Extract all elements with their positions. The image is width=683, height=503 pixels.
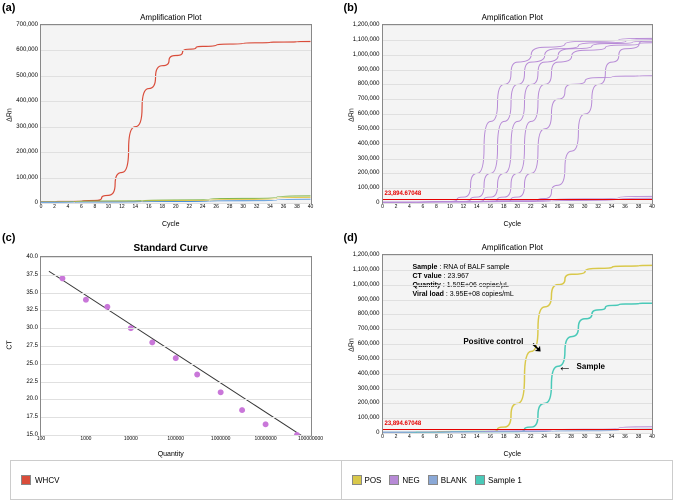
legend-d: POS NEG BLANK Sample 1 (342, 461, 673, 499)
chart-b-title: Amplification Plot (352, 13, 674, 22)
panel-d: (d) Amplification Plot ΔRn Sample : RNA … (342, 230, 683, 460)
arrow-icon: ➘ (531, 339, 543, 356)
info-ct-v: 23.967 (448, 273, 469, 280)
annotation-sample: Sample (577, 362, 605, 371)
panel-c: (c) Standard Curve CT 15.017.520.022.525… (0, 230, 342, 460)
info-qty-k: Quantity (413, 282, 441, 289)
panel-d-label: (d) (344, 232, 358, 244)
chart-d-xlabel: Cycle (503, 451, 521, 458)
info-load-v: 3.95E+08 copies/mL (450, 291, 514, 298)
chart-b-box: 0100,000200,000300,000400,000500,000600,… (382, 24, 654, 204)
chart-a-box: 0100,000200,000300,000400,000500,000600,… (40, 24, 312, 204)
chart-c-xlabel: Quantity (158, 451, 184, 458)
chart-a-xlabel: Cycle (162, 221, 180, 228)
legend-row: WHCV POS NEG BLANK Sample 1 (10, 460, 673, 500)
chart-c-box: 15.017.520.022.525.027.530.032.535.037.5… (40, 256, 312, 436)
info-ct-k: CT value (413, 273, 442, 280)
legend-item: Sample 1 (475, 475, 522, 485)
panel-a: (a) Amplification Plot ΔRn 0100,000200,0… (0, 0, 342, 230)
chart-a-title: Amplification Plot (10, 13, 332, 22)
panel-b: (b) Amplification Plot ΔRn 0100,000200,0… (342, 0, 683, 230)
chart-c-ylabel: CT (7, 340, 14, 349)
panel-c-label: (c) (2, 232, 15, 244)
chart-a-plot (41, 25, 311, 203)
chart-d-title: Amplification Plot (352, 243, 674, 252)
legend-item: POS (352, 475, 382, 485)
legend-a-swatch (21, 475, 31, 485)
chart-b-ylabel: ΔRn (348, 108, 355, 122)
arrow-icon: ← (558, 358, 572, 374)
chart-d-ylabel: ΔRn (348, 338, 355, 352)
panel-b-label: (b) (344, 2, 358, 14)
chart-b-xlabel: Cycle (503, 221, 521, 228)
legend-item: BLANK (428, 475, 467, 485)
panel-a-label: (a) (2, 2, 15, 14)
chart-a-ylabel: ΔRn (7, 108, 14, 122)
chart-c-title: Standard Curve (10, 243, 332, 254)
legend-item: NEG (389, 475, 419, 485)
legend-a: WHCV (11, 461, 342, 499)
chart-d-box: Sample : RNA of BALF sample CT value : 2… (382, 254, 654, 434)
info-load-k: Viral load (413, 291, 444, 298)
info-qty-v: 1.50E+06 copies/µL (447, 282, 509, 289)
figure-grid: (a) Amplification Plot ΔRn 0100,000200,0… (0, 0, 683, 503)
legend-a-label: WHCV (35, 476, 59, 485)
chart-d-infobox: Sample : RNA of BALF sample CT value : 2… (413, 263, 514, 299)
